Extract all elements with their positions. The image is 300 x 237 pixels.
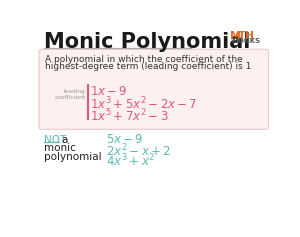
Text: TH: TH bbox=[238, 31, 255, 41]
Text: a: a bbox=[61, 135, 68, 145]
Text: M: M bbox=[230, 31, 241, 41]
Text: polynomial: polynomial bbox=[44, 152, 101, 162]
Text: A polynomial in which the coefficient of the: A polynomial in which the coefficient of… bbox=[45, 55, 243, 64]
Text: $2x^2 - x + 2$: $2x^2 - x + 2$ bbox=[106, 143, 170, 160]
Text: $\mathit{1}x^5 + 7x^2 - 3$: $\mathit{1}x^5 + 7x^2 - 3$ bbox=[90, 108, 169, 124]
Text: monic: monic bbox=[44, 143, 76, 153]
Text: highest-degree term (leading coefficient) is 1: highest-degree term (leading coefficient… bbox=[45, 62, 252, 71]
Text: $\mathit{1}x^3 + 5x^2 - 2x - 7$: $\mathit{1}x^3 + 5x^2 - 2x - 7$ bbox=[90, 96, 198, 112]
Text: leading
coefficient: leading coefficient bbox=[55, 88, 86, 100]
Text: NOT: NOT bbox=[44, 135, 66, 145]
Text: $\mathit{1}x - 9$: $\mathit{1}x - 9$ bbox=[90, 85, 128, 98]
Text: ▲: ▲ bbox=[235, 31, 241, 37]
FancyBboxPatch shape bbox=[39, 49, 268, 129]
Text: MONKS: MONKS bbox=[231, 38, 260, 45]
Text: $4x^3 + x^2$: $4x^3 + x^2$ bbox=[106, 153, 155, 170]
Text: $5x - 9$: $5x - 9$ bbox=[106, 133, 143, 146]
Text: Monic Polynomial: Monic Polynomial bbox=[44, 32, 250, 51]
